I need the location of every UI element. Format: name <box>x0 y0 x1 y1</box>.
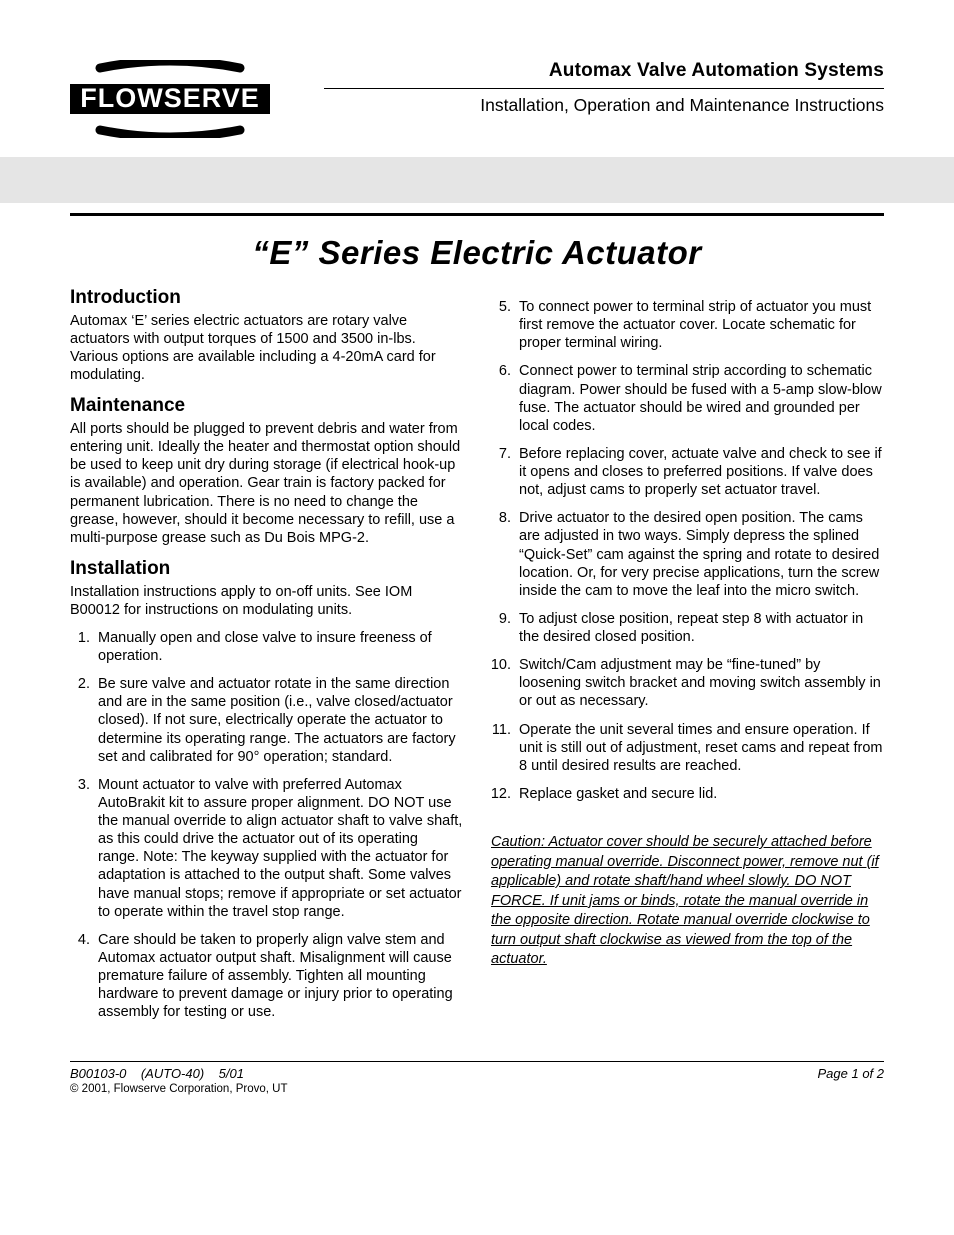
footer-left: B00103-0 (AUTO-40) 5/01 © 2001, Flowserv… <box>70 1066 287 1095</box>
step-3: Mount actuator to valve with preferred A… <box>94 776 463 921</box>
step-5: To connect power to terminal strip of ac… <box>515 298 884 352</box>
page-footer: B00103-0 (AUTO-40) 5/01 © 2001, Flowserv… <box>70 1061 884 1095</box>
two-column-layout: Introduction Automax ‘E’ series electric… <box>70 276 884 1031</box>
installation-steps-right: To connect power to terminal strip of ac… <box>491 298 884 803</box>
left-column: Introduction Automax ‘E’ series electric… <box>70 276 463 1031</box>
footer-page-number: Page 1 of 2 <box>818 1066 885 1095</box>
document-header: FLOWSERVE Automax Valve Automation Syste… <box>70 60 884 143</box>
caution-note: Caution: Actuator cover should be secure… <box>491 833 884 970</box>
step-8: Drive actuator to the desired open posit… <box>515 509 884 600</box>
intro-heading: Introduction <box>70 286 463 310</box>
step-10: Switch/Cam adjustment may be “fine-tuned… <box>515 656 884 710</box>
installation-intro: Installation instructions apply to on-of… <box>70 583 463 619</box>
footer-copyright: © 2001, Flowserve Corporation, Provo, UT <box>70 1083 287 1095</box>
flowserve-logo: FLOWSERVE <box>70 60 270 143</box>
intro-body: Automax ‘E’ series electric actuators ar… <box>70 312 463 385</box>
content-top-rule <box>70 213 884 216</box>
maintenance-body: All ports should be plugged to prevent d… <box>70 420 463 547</box>
step-9: To adjust close position, repeat step 8 … <box>515 610 884 646</box>
footer-doc-code: (AUTO-40) <box>141 1066 204 1081</box>
svg-text:FLOWSERVE: FLOWSERVE <box>80 83 260 113</box>
header-right-block: Automax Valve Automation Systems Install… <box>324 60 884 116</box>
step-11: Operate the unit several times and ensur… <box>515 721 884 775</box>
right-column: To connect power to terminal strip of ac… <box>491 276 884 1031</box>
header-rule <box>324 88 884 89</box>
step-6: Connect power to terminal strip accordin… <box>515 362 884 435</box>
footer-doc-line: B00103-0 (AUTO-40) 5/01 <box>70 1066 287 1081</box>
header-subtitle: Installation, Operation and Maintenance … <box>324 95 884 116</box>
footer-doc-date: 5/01 <box>219 1066 244 1081</box>
step-1: Manually open and close valve to insure … <box>94 629 463 665</box>
step-7: Before replacing cover, actuate valve an… <box>515 445 884 499</box>
maintenance-heading: Maintenance <box>70 394 463 418</box>
grey-band <box>0 157 954 203</box>
installation-heading: Installation <box>70 557 463 581</box>
header-title: Automax Valve Automation Systems <box>324 60 884 82</box>
document-title: “E” Series Electric Actuator <box>70 234 884 272</box>
step-2: Be sure valve and actuator rotate in the… <box>94 675 463 766</box>
installation-steps-left: Manually open and close valve to insure … <box>70 629 463 1022</box>
footer-doc-id: B00103-0 <box>70 1066 126 1081</box>
step-4: Care should be taken to properly align v… <box>94 931 463 1022</box>
step-12: Replace gasket and secure lid. <box>515 785 884 803</box>
